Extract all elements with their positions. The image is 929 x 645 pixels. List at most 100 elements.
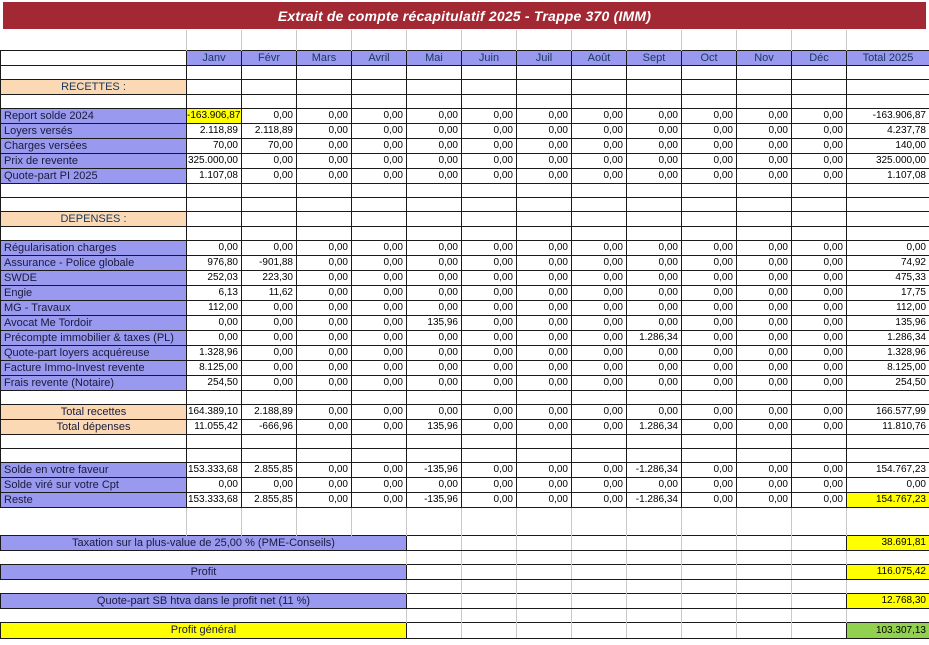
cell-oct[interactable]: 0,00 (682, 285, 737, 300)
empty-cell[interactable] (242, 79, 297, 94)
cell-juil[interactable]: 0,00 (517, 462, 572, 477)
cell-mai[interactable]: 0,00 (407, 345, 462, 360)
empty-cell[interactable] (242, 226, 297, 240)
empty-cell[interactable] (847, 94, 929, 108)
cell-juil[interactable]: 0,00 (517, 419, 572, 434)
empty-cell[interactable] (847, 434, 929, 448)
cell-total[interactable]: 0,00 (847, 477, 929, 492)
row-label[interactable]: Quote-part PI 2025 (1, 168, 187, 183)
empty-cell[interactable] (187, 183, 242, 197)
cell-janv[interactable]: 254,50 (187, 375, 242, 390)
cell-avril[interactable]: 0,00 (352, 492, 407, 507)
empty-cell[interactable] (572, 79, 627, 94)
empty-cell[interactable] (297, 94, 352, 108)
empty-cell[interactable] (682, 434, 737, 448)
cell-avril[interactable]: 0,00 (352, 477, 407, 492)
cell-nov[interactable]: 0,00 (737, 108, 792, 123)
cell-janv[interactable]: 112,00 (187, 300, 242, 315)
cell-aout[interactable]: 0,00 (572, 255, 627, 270)
empty-cell[interactable] (847, 390, 929, 404)
column-header-fevr[interactable]: Févr (242, 50, 297, 65)
empty-cell[interactable] (792, 226, 847, 240)
column-header-dec[interactable]: Déc (792, 50, 847, 65)
empty-cell[interactable] (352, 94, 407, 108)
cell-fevr[interactable]: 0,00 (242, 375, 297, 390)
empty-cell[interactable] (682, 197, 737, 211)
cell-total[interactable]: 154.767,23 (847, 462, 929, 477)
empty-cell[interactable] (352, 79, 407, 94)
empty-cell[interactable] (462, 65, 517, 79)
cell-juil[interactable]: 0,00 (517, 330, 572, 345)
column-header-sept[interactable]: Sept (627, 50, 682, 65)
cell-dec[interactable]: 0,00 (792, 492, 847, 507)
empty-cell[interactable] (1, 448, 187, 462)
cell-mars[interactable]: 0,00 (297, 360, 352, 375)
cell-aout[interactable]: 0,00 (572, 492, 627, 507)
section-label[interactable]: DEPENSES : (1, 211, 187, 226)
empty-cell[interactable] (627, 183, 682, 197)
cell-mai[interactable]: 0,00 (407, 255, 462, 270)
cell-sept[interactable]: -1.286,34 (627, 462, 682, 477)
row-label[interactable]: Assurance - Police globale (1, 255, 187, 270)
cell-sept[interactable]: 1.286,34 (627, 419, 682, 434)
cell-mars[interactable]: 0,00 (297, 153, 352, 168)
cell-aout[interactable]: 0,00 (572, 108, 627, 123)
cell-aout[interactable]: 0,00 (572, 168, 627, 183)
cell-fevr[interactable]: 70,00 (242, 138, 297, 153)
empty-cell[interactable] (792, 390, 847, 404)
cell-nov[interactable]: 0,00 (737, 123, 792, 138)
cell-mai[interactable]: -135,96 (407, 492, 462, 507)
cell-janv[interactable]: 164.389,10 (187, 404, 242, 419)
cell-juin[interactable]: 0,00 (462, 123, 517, 138)
cell-juil[interactable]: 0,00 (517, 240, 572, 255)
bar-value[interactable]: 12.768,30 (847, 593, 929, 608)
column-header-avril[interactable]: Avril (352, 50, 407, 65)
empty-cell[interactable] (517, 79, 572, 94)
cell-aout[interactable]: 0,00 (572, 153, 627, 168)
empty-cell[interactable] (792, 197, 847, 211)
cell-sept[interactable]: 0,00 (627, 240, 682, 255)
cell-fevr[interactable]: 0,00 (242, 315, 297, 330)
cell-oct[interactable]: 0,00 (682, 270, 737, 285)
empty-cell[interactable] (627, 390, 682, 404)
empty-cell[interactable] (352, 197, 407, 211)
cell-juil[interactable]: 0,00 (517, 375, 572, 390)
cell-aout[interactable]: 0,00 (572, 285, 627, 300)
empty-cell[interactable] (847, 65, 929, 79)
cell-juin[interactable]: 0,00 (462, 345, 517, 360)
row-label[interactable]: Reste (1, 492, 187, 507)
empty-cell[interactable] (517, 197, 572, 211)
empty-cell[interactable] (187, 211, 242, 226)
empty-cell[interactable] (407, 226, 462, 240)
cell-nov[interactable]: 0,00 (737, 360, 792, 375)
empty-cell[interactable] (407, 65, 462, 79)
empty-cell[interactable] (242, 65, 297, 79)
cell-oct[interactable]: 0,00 (682, 315, 737, 330)
cell-janv[interactable]: 8.125,00 (187, 360, 242, 375)
column-header-mars[interactable]: Mars (297, 50, 352, 65)
cell-fevr[interactable]: -901,88 (242, 255, 297, 270)
cell-mars[interactable]: 0,00 (297, 375, 352, 390)
column-header-total[interactable]: Total 2025 (847, 50, 929, 65)
cell-avril[interactable]: 0,00 (352, 168, 407, 183)
empty-cell[interactable] (242, 94, 297, 108)
cell-oct[interactable]: 0,00 (682, 168, 737, 183)
cell-janv[interactable]: 0,00 (187, 477, 242, 492)
cell-total[interactable]: 154.767,23 (847, 492, 929, 507)
empty-cell[interactable] (297, 79, 352, 94)
empty-cell[interactable] (407, 390, 462, 404)
cell-sept[interactable]: 0,00 (627, 153, 682, 168)
empty-cell[interactable] (407, 183, 462, 197)
cell-juil[interactable]: 0,00 (517, 404, 572, 419)
empty-cell[interactable] (187, 197, 242, 211)
empty-cell[interactable] (682, 65, 737, 79)
column-header-aout[interactable]: Août (572, 50, 627, 65)
header-corner-cell[interactable] (1, 50, 187, 65)
cell-sept[interactable]: 0,00 (627, 404, 682, 419)
cell-mars[interactable]: 0,00 (297, 108, 352, 123)
cell-juin[interactable]: 0,00 (462, 419, 517, 434)
empty-cell[interactable] (792, 211, 847, 226)
cell-dec[interactable]: 0,00 (792, 360, 847, 375)
empty-cell[interactable] (462, 448, 517, 462)
empty-cell[interactable] (1, 197, 187, 211)
